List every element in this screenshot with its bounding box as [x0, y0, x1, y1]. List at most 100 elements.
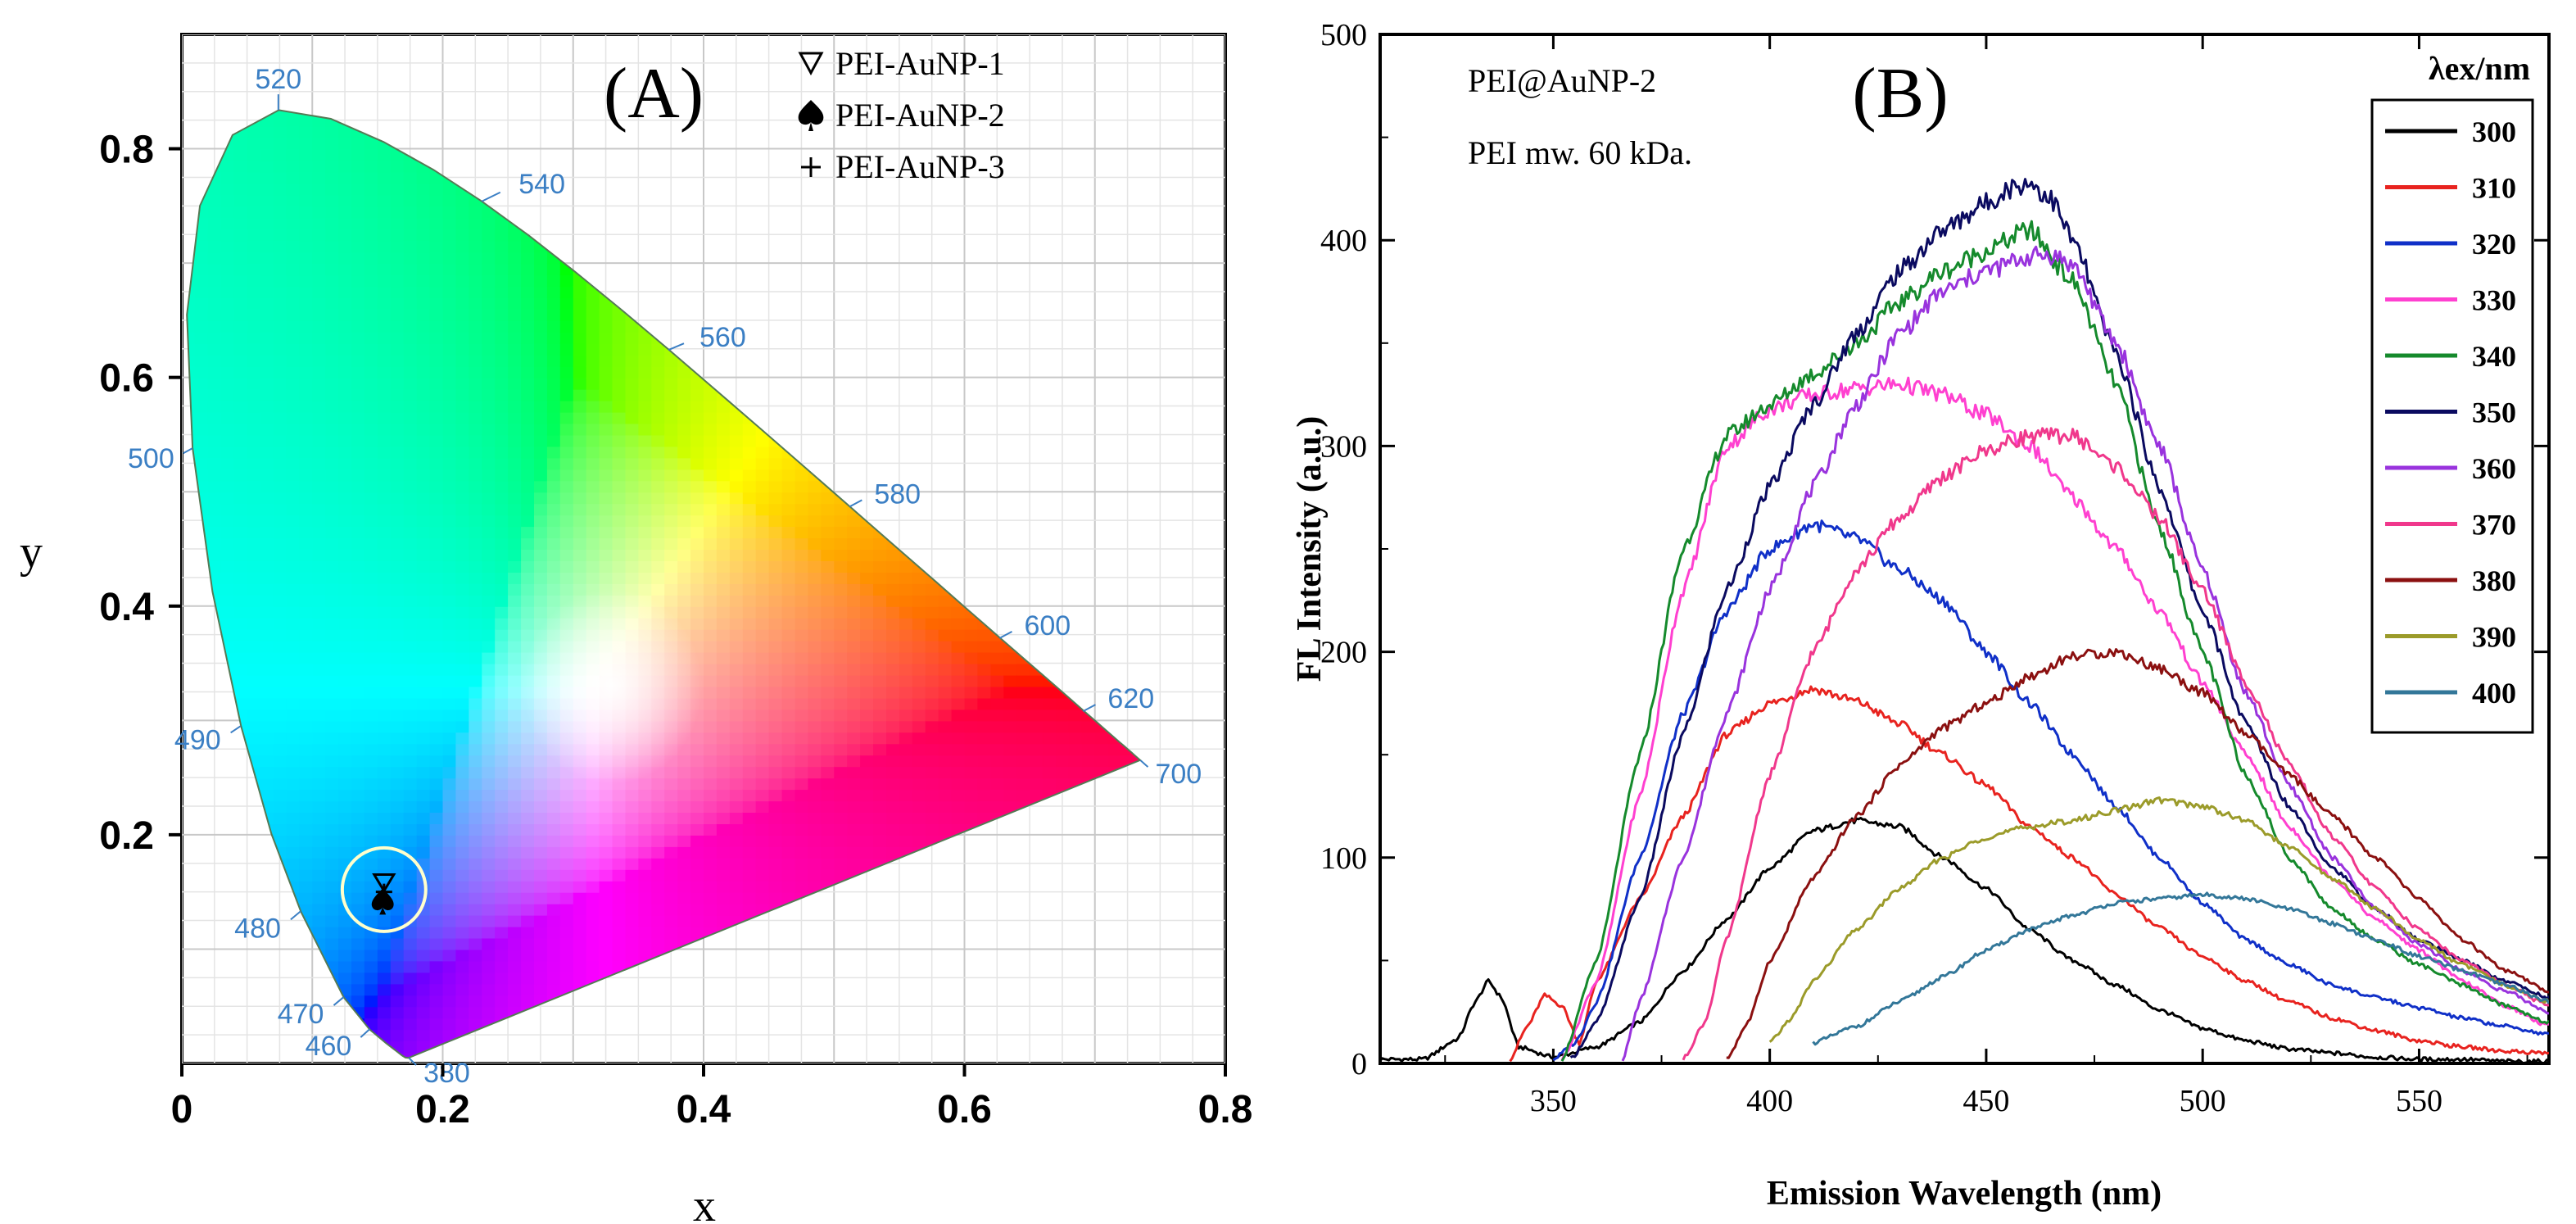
- chromaticity-cell: [299, 789, 314, 802]
- chromaticity-cell: [351, 446, 365, 459]
- chromaticity-cell: [873, 549, 887, 561]
- chromaticity-cell: [338, 297, 352, 310]
- chromaticity-cell: [808, 549, 822, 561]
- chromaticity-cell: [429, 217, 444, 230]
- chromaticity-cell: [821, 868, 835, 882]
- chromaticity-cell: [768, 709, 783, 722]
- chromaticity-cell: [599, 960, 613, 973]
- chromaticity-cell: [338, 206, 352, 219]
- chromaticity-cell: [403, 171, 418, 184]
- chromaticity-cell: [651, 354, 666, 367]
- chromaticity-cell: [429, 605, 444, 619]
- chromaticity-cell: [455, 926, 470, 939]
- chromaticity-cell: [742, 732, 757, 745]
- chromaticity-cell: [207, 480, 222, 493]
- chromaticity-cell: [795, 755, 809, 768]
- chromaticity-cell: [716, 571, 731, 584]
- chromaticity-cell: [220, 377, 235, 390]
- chromaticity-cell: [273, 171, 287, 184]
- chromaticity-cell: [351, 240, 365, 253]
- chromaticity-cell: [442, 365, 457, 379]
- chromaticity-cell: [312, 252, 327, 265]
- chromaticity-cell: [847, 651, 862, 664]
- chromaticity-cell: [847, 697, 862, 710]
- chromaticity-cell: [664, 400, 679, 413]
- chromaticity-cell: [690, 732, 704, 745]
- chromaticity-cell: [586, 342, 600, 356]
- chromaticity-cell: [455, 194, 470, 207]
- chromaticity-cell: [273, 800, 287, 813]
- chromaticity-cell: [586, 857, 600, 870]
- chromaticity-cell: [690, 812, 704, 824]
- chromaticity-cell: [469, 297, 483, 310]
- chromaticity-cell: [781, 766, 796, 779]
- chromaticity-cell: [704, 537, 718, 550]
- chromaticity-cell: [586, 446, 600, 459]
- chromaticity-cell: [429, 663, 444, 676]
- chromaticity-cell: [377, 914, 392, 927]
- chromaticity-cell: [429, 297, 444, 310]
- chromaticity-cell: [651, 845, 666, 859]
- chromaticity-cell: [690, 766, 704, 779]
- chromaticity-cell: [847, 732, 862, 745]
- chromaticity-cell: [534, 891, 548, 904]
- chromaticity-cell: [233, 160, 248, 173]
- chromaticity-cell: [364, 617, 378, 630]
- chromaticity-cell: [860, 834, 874, 847]
- chromaticity-cell: [403, 457, 418, 470]
- chromaticity-cell: [873, 697, 887, 710]
- chromaticity-cell: [207, 183, 222, 196]
- chromaticity-cell: [455, 446, 470, 459]
- chromaticity-cell: [377, 594, 392, 607]
- chromaticity-cell: [207, 515, 222, 528]
- chromaticity-cell: [416, 549, 431, 561]
- chromaticity-cell: [625, 492, 640, 505]
- chromaticity-cell: [351, 777, 365, 791]
- chromaticity-cell: [781, 628, 796, 641]
- chromaticity-cell: [704, 434, 718, 447]
- chromaticity-cell: [247, 617, 261, 630]
- chromaticity-cell: [508, 800, 522, 813]
- chromaticity-cell: [469, 743, 483, 756]
- chromaticity-cell: [625, 891, 640, 904]
- chromaticity-cell: [546, 800, 561, 813]
- chromaticity-cell: [194, 320, 209, 333]
- chromaticity-cell: [586, 789, 600, 802]
- chromaticity-cell: [299, 286, 314, 298]
- chromaticity-cell: [559, 434, 574, 447]
- chromaticity-cell: [860, 755, 874, 768]
- chromaticity-cell: [194, 377, 209, 390]
- chromaticity-cell: [416, 446, 431, 459]
- chromaticity-cell: [755, 743, 770, 756]
- chromaticity-cell: [416, 526, 431, 539]
- chromaticity-cell: [442, 411, 457, 424]
- chromaticity-cell: [233, 217, 248, 230]
- chromaticity-cell: [469, 434, 483, 447]
- chromaticity-cell: [781, 845, 796, 859]
- chromaticity-cell: [429, 972, 444, 985]
- chromaticity-cell: [416, 320, 431, 333]
- chromaticity-cell: [351, 320, 365, 333]
- chromaticity-cell: [338, 274, 352, 288]
- chromaticity-cell: [312, 868, 327, 882]
- chromaticity-cell: [469, 880, 483, 893]
- chromaticity-cell: [482, 492, 496, 505]
- chromaticity-cell: [482, 331, 496, 344]
- chromaticity-cell: [377, 709, 392, 722]
- chromaticity-cell: [286, 365, 301, 379]
- chromaticity-cell: [586, 903, 600, 916]
- chromaticity-cell: [469, 995, 483, 1008]
- chromaticity-cell: [716, 492, 731, 505]
- chromaticity-cell: [612, 571, 627, 584]
- chromaticity-cell: [677, 903, 692, 916]
- chromaticity-cell: [312, 503, 327, 516]
- chromaticity-cell: [286, 743, 301, 756]
- chromaticity-cell: [716, 457, 731, 470]
- chromaticity-cell: [495, 583, 509, 596]
- chromaticity-cell: [729, 720, 744, 733]
- chromaticity-cell: [651, 492, 666, 505]
- chromaticity-cell: [860, 789, 874, 802]
- chromaticity-cell: [260, 492, 274, 505]
- chromaticity-cell: [325, 571, 340, 584]
- chromaticity-cell: [612, 320, 627, 333]
